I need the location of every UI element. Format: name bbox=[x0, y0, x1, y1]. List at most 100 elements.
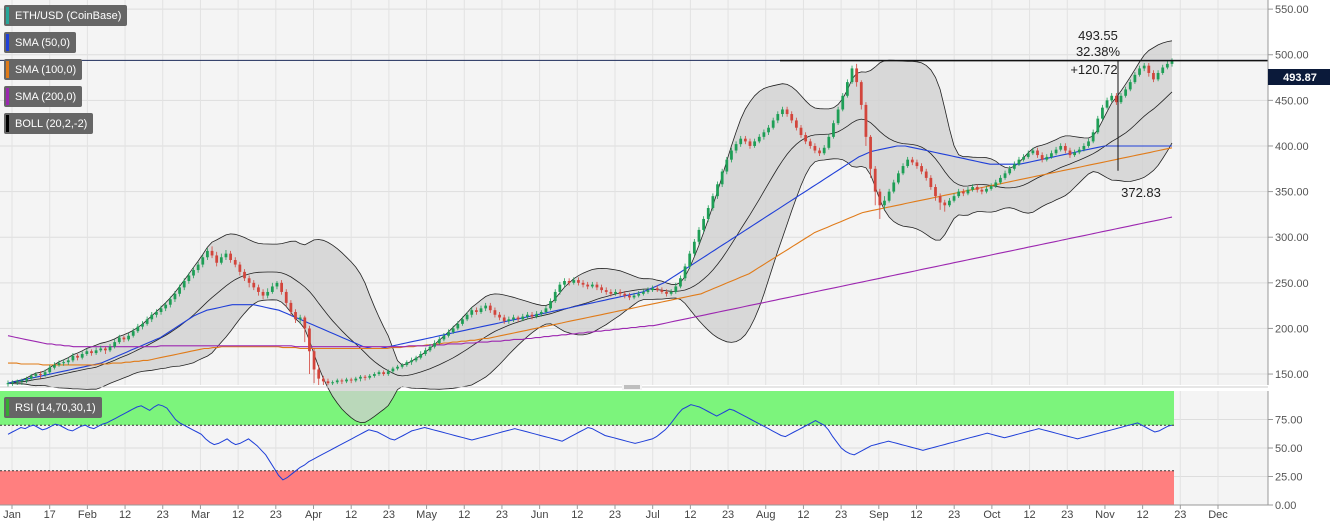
candle-body bbox=[1073, 152, 1076, 156]
candle-body bbox=[906, 159, 910, 167]
main-y-tick-label: 550.00 bbox=[1275, 4, 1309, 16]
candle-body bbox=[1170, 60, 1174, 64]
main-y-tick-label: 450.00 bbox=[1275, 95, 1309, 107]
candle-body bbox=[488, 305, 492, 311]
candle-body bbox=[90, 351, 93, 354]
candle-body bbox=[697, 229, 701, 242]
candle-body bbox=[308, 328, 311, 352]
candle-body bbox=[484, 305, 488, 309]
x-tick-label: 23 bbox=[835, 509, 847, 521]
measure-low-label: 372.83 bbox=[1121, 185, 1161, 200]
candle-body bbox=[289, 302, 293, 313]
candle-body bbox=[85, 351, 89, 354]
candle-body bbox=[1152, 72, 1155, 80]
bollinger-middle bbox=[7, 91, 1173, 384]
candle-body bbox=[470, 310, 474, 315]
candle-body bbox=[669, 291, 673, 294]
candle-body bbox=[869, 136, 872, 169]
candle-body bbox=[192, 270, 195, 276]
candle-body bbox=[864, 104, 868, 137]
candle-body bbox=[331, 382, 335, 384]
candle-body bbox=[641, 291, 645, 294]
candle-body bbox=[1161, 67, 1165, 73]
candle-body bbox=[679, 278, 682, 287]
candle-body bbox=[1110, 95, 1114, 101]
candle-body bbox=[377, 372, 381, 375]
candle-body bbox=[961, 191, 965, 194]
candle-body bbox=[1128, 82, 1132, 90]
legend-rsi[interactable]: RSI (14,70,30,1) bbox=[4, 397, 102, 418]
candle-body bbox=[999, 177, 1002, 183]
candle-body bbox=[887, 191, 891, 201]
candle-body bbox=[396, 366, 399, 369]
x-tick-label: 17 bbox=[44, 509, 56, 521]
candle-body bbox=[210, 250, 214, 256]
candle-body bbox=[1087, 141, 1090, 146]
candle-body bbox=[261, 291, 265, 296]
x-tick-label: 23 bbox=[270, 509, 282, 521]
x-tick-label: Feb bbox=[78, 509, 97, 521]
main-y-tick-label: 300.00 bbox=[1275, 232, 1309, 244]
candle-body bbox=[57, 363, 61, 365]
candle-body bbox=[1133, 74, 1137, 83]
candle-body bbox=[836, 109, 840, 124]
x-axis: Jan 17 Feb 12 23 Mar 12 23 Apr 12 23 May 12 23 Jun 12 23… bbox=[0, 504, 1268, 521]
candle-body bbox=[233, 260, 237, 265]
candle-body bbox=[790, 114, 794, 121]
measure-percent-label: 32.38% bbox=[1076, 44, 1121, 59]
candle-body bbox=[512, 317, 515, 320]
candle-body bbox=[1142, 65, 1146, 69]
legend-main-label: ETH/USD (CoinBase) bbox=[15, 9, 122, 22]
candle-body bbox=[577, 280, 580, 283]
legend-sma200[interactable]: SMA (200,0) bbox=[4, 86, 83, 107]
candle-body bbox=[628, 295, 631, 298]
candle-body bbox=[1012, 164, 1016, 169]
x-tick-label: Aug bbox=[756, 509, 776, 521]
candle-body bbox=[257, 287, 260, 292]
candle-body bbox=[317, 369, 321, 379]
x-tick-label: 12 bbox=[684, 509, 696, 521]
candle-body bbox=[618, 291, 622, 294]
candle-body bbox=[335, 380, 339, 383]
candle-body bbox=[827, 136, 831, 148]
measure-annotation: 493.55 32.38% +120.72 372.83 bbox=[0, 28, 1268, 200]
legend-sma50[interactable]: SMA (50,0) bbox=[4, 32, 77, 53]
rsi-overbought-band bbox=[0, 391, 1174, 426]
last-price-tag: 493.87 bbox=[1268, 69, 1330, 85]
candle-body bbox=[1045, 156, 1049, 160]
candle-body bbox=[539, 312, 543, 314]
candle-body bbox=[730, 150, 733, 160]
candle-body bbox=[743, 138, 747, 142]
candle-body bbox=[405, 362, 409, 365]
candle-body bbox=[229, 253, 232, 261]
candle-body bbox=[252, 282, 256, 288]
candle-body bbox=[1054, 149, 1058, 154]
legend-sma100[interactable]: SMA (100,0) bbox=[4, 59, 83, 80]
legend-sma200-label: SMA (200,0) bbox=[15, 90, 77, 103]
candle-body bbox=[270, 286, 274, 292]
legend-boll[interactable]: BOLL (20,2,-2) bbox=[4, 113, 94, 134]
candle-body bbox=[757, 136, 761, 142]
candle-body bbox=[748, 141, 752, 146]
pane-splitter[interactable] bbox=[0, 384, 1268, 390]
candle-body bbox=[516, 317, 520, 320]
candle-body bbox=[734, 144, 738, 151]
candle-body bbox=[349, 379, 353, 381]
candle-body bbox=[799, 127, 803, 136]
rsi-bands bbox=[0, 391, 1174, 505]
x-tick-label: Dec bbox=[1208, 509, 1228, 521]
candle-body bbox=[168, 299, 172, 305]
candle-body bbox=[141, 323, 144, 327]
candle-body bbox=[660, 290, 664, 292]
candle-body bbox=[646, 290, 650, 292]
candle-body bbox=[943, 202, 947, 206]
legend-main[interactable]: ETH/USD (CoinBase) bbox=[4, 5, 128, 26]
candle-body bbox=[461, 319, 464, 324]
candle-body bbox=[391, 368, 395, 372]
candle-body bbox=[586, 284, 590, 287]
candle-body bbox=[447, 332, 450, 336]
candle-body bbox=[1114, 95, 1118, 103]
candle-body bbox=[702, 218, 706, 230]
candle-body bbox=[150, 314, 154, 320]
rsi-y-tick-label: 75.00 bbox=[1275, 415, 1303, 427]
